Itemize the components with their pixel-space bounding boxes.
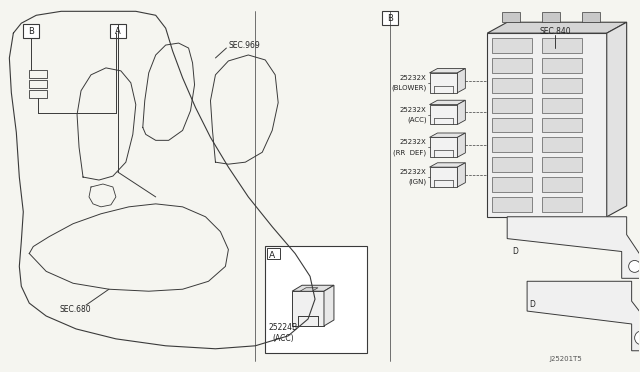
Text: 25232X: 25232X bbox=[400, 75, 426, 81]
Bar bbox=[502, 12, 520, 22]
Text: SEC.680: SEC.680 bbox=[59, 305, 91, 314]
Bar bbox=[492, 197, 532, 212]
Polygon shape bbox=[300, 288, 318, 291]
Text: A: A bbox=[269, 250, 275, 260]
Polygon shape bbox=[429, 163, 465, 167]
Circle shape bbox=[635, 331, 640, 345]
Bar bbox=[265, 246, 367, 353]
Bar bbox=[542, 78, 582, 93]
Polygon shape bbox=[458, 68, 465, 93]
Polygon shape bbox=[429, 105, 458, 125]
Text: 25232X: 25232X bbox=[400, 106, 426, 113]
Bar bbox=[29, 90, 47, 98]
Bar bbox=[582, 12, 600, 22]
Bar bbox=[492, 58, 532, 73]
Polygon shape bbox=[429, 137, 458, 157]
Text: (ACC): (ACC) bbox=[273, 334, 294, 343]
Bar bbox=[542, 58, 582, 73]
Text: (ACC): (ACC) bbox=[407, 116, 426, 123]
Polygon shape bbox=[292, 291, 324, 326]
Polygon shape bbox=[429, 73, 458, 93]
Text: B: B bbox=[387, 14, 392, 23]
Polygon shape bbox=[527, 281, 640, 351]
Polygon shape bbox=[292, 285, 334, 291]
Text: 25232X: 25232X bbox=[400, 140, 426, 145]
Polygon shape bbox=[507, 217, 640, 278]
Bar bbox=[29, 80, 47, 88]
Polygon shape bbox=[429, 133, 465, 137]
Text: B: B bbox=[28, 27, 34, 36]
Bar bbox=[542, 38, 582, 53]
Text: SEC.969: SEC.969 bbox=[228, 41, 260, 49]
Bar bbox=[492, 177, 532, 192]
Text: 25224B: 25224B bbox=[269, 323, 298, 333]
Polygon shape bbox=[324, 285, 334, 326]
Text: J25201T5: J25201T5 bbox=[549, 356, 582, 362]
Bar bbox=[268, 247, 280, 259]
Text: (BLOWER): (BLOWER) bbox=[391, 84, 426, 91]
Bar bbox=[542, 177, 582, 192]
Circle shape bbox=[628, 260, 640, 272]
Bar bbox=[23, 24, 39, 38]
Text: D: D bbox=[529, 299, 535, 309]
Polygon shape bbox=[458, 133, 465, 157]
Polygon shape bbox=[458, 163, 465, 187]
Bar bbox=[542, 137, 582, 152]
Text: SEC.840: SEC.840 bbox=[539, 27, 571, 36]
Text: A: A bbox=[115, 27, 121, 36]
Bar bbox=[492, 38, 532, 53]
Bar bbox=[492, 137, 532, 152]
Bar bbox=[542, 98, 582, 113]
Polygon shape bbox=[429, 100, 465, 105]
Polygon shape bbox=[429, 68, 465, 73]
Polygon shape bbox=[487, 22, 627, 33]
Bar bbox=[492, 118, 532, 132]
Bar bbox=[492, 157, 532, 172]
Bar bbox=[110, 24, 126, 38]
Bar bbox=[381, 11, 397, 25]
Bar bbox=[542, 197, 582, 212]
Bar bbox=[492, 98, 532, 113]
Polygon shape bbox=[429, 167, 458, 187]
Bar bbox=[492, 78, 532, 93]
Bar bbox=[542, 118, 582, 132]
Polygon shape bbox=[487, 33, 607, 217]
Bar bbox=[542, 12, 560, 22]
Text: 25232X: 25232X bbox=[400, 169, 426, 175]
Polygon shape bbox=[458, 100, 465, 125]
Polygon shape bbox=[607, 22, 627, 217]
Text: (IGN): (IGN) bbox=[408, 179, 426, 185]
Bar bbox=[542, 157, 582, 172]
Text: D: D bbox=[512, 247, 518, 256]
Bar bbox=[29, 70, 47, 78]
Text: (RR  DEF): (RR DEF) bbox=[394, 149, 426, 155]
